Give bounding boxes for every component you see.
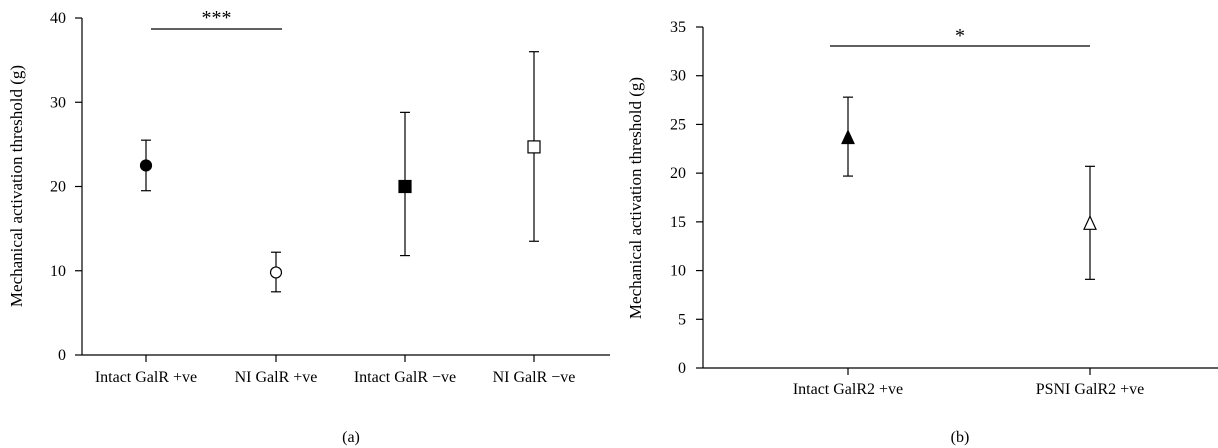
- y-tick-label: 0: [678, 360, 686, 377]
- x-tick-label: NI GalR +ve: [235, 369, 318, 386]
- y-tick-label: 30: [50, 94, 66, 111]
- y-axis-label: Mechanical activation threshold (g): [7, 65, 26, 307]
- y-tick-label: 5: [678, 311, 686, 328]
- chart-panel-b: Mechanical activation threshold (g) (b) …: [626, 19, 1218, 446]
- y-tick-label: 0: [58, 347, 66, 364]
- x-tick-label: PSNI GalR2 +ve: [1036, 381, 1145, 398]
- significance-label: ***: [202, 7, 232, 29]
- y-tick-label: 20: [50, 179, 66, 196]
- data-point-open-square: [527, 140, 541, 154]
- y-tick-label: 25: [670, 116, 686, 133]
- x-tick-label: Intact GalR2 +ve: [793, 381, 903, 398]
- y-axis-label: Mechanical activation threshold (g): [626, 77, 645, 319]
- significance-label: *: [955, 25, 965, 47]
- panel-label: (b): [951, 429, 970, 446]
- y-tick-label: 35: [670, 19, 686, 36]
- data-point-open-triangle: [1083, 214, 1097, 230]
- y-tick-label: 20: [670, 165, 686, 182]
- y-tick-label: 30: [670, 68, 686, 85]
- x-tick-label: Intact GalR +ve: [95, 369, 197, 386]
- data-point-filled-square: [398, 179, 412, 194]
- data-point-open-circle: [269, 266, 283, 279]
- y-tick-label: 40: [50, 10, 66, 27]
- x-tick-label: NI GalR −ve: [493, 369, 576, 386]
- panel-label: (a): [342, 429, 360, 446]
- y-tick-label: 15: [670, 214, 686, 231]
- chart-panel-a: Mechanical activation threshold (g) (a) …: [7, 7, 610, 446]
- data-point-filled-triangle: [841, 129, 855, 145]
- x-tick-label: Intact GalR −ve: [354, 369, 456, 386]
- y-tick-label: 10: [50, 263, 66, 280]
- data-point-filled-circle: [139, 159, 153, 172]
- y-tick-label: 10: [670, 263, 686, 280]
